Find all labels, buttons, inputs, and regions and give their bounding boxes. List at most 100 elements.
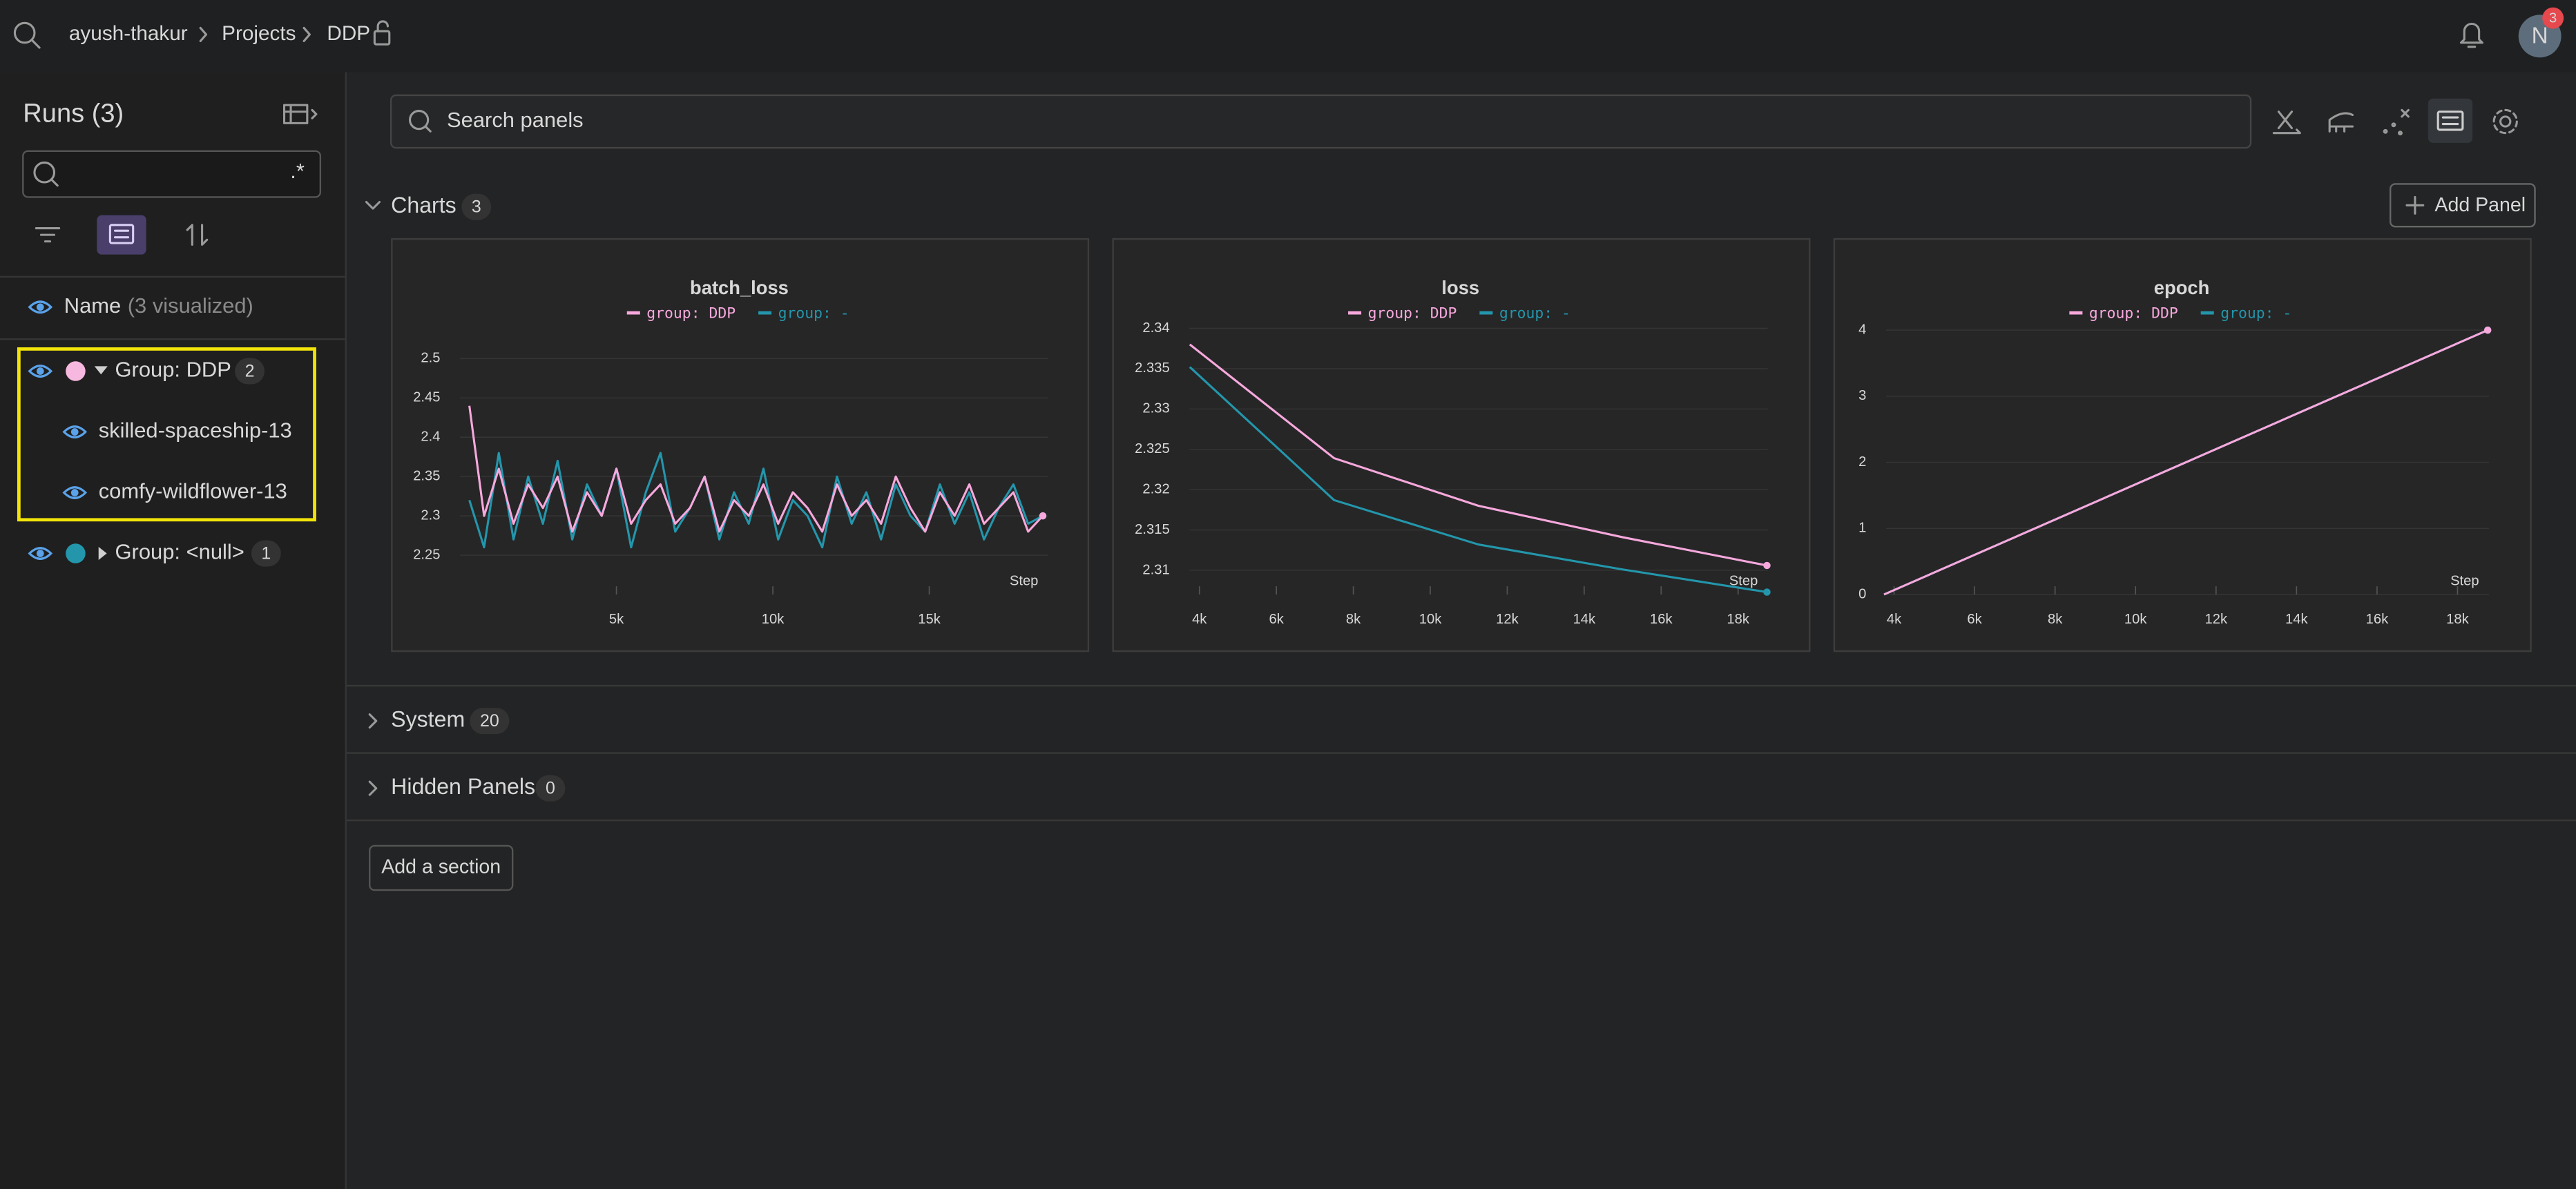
series-line (1189, 343, 1767, 567)
breadcrumb[interactable]: ayush-thakur (69, 22, 188, 45)
group-button[interactable] (97, 215, 146, 255)
section-title[interactable]: Hidden Panels (391, 774, 535, 799)
group-count: 2 (245, 361, 255, 380)
group-color[interactable] (66, 543, 86, 563)
panel (391, 238, 1090, 652)
layout-icon (2436, 110, 2464, 131)
y-tick-label: 2.4 (421, 429, 440, 445)
expand-caret[interactable] (94, 366, 108, 375)
count-badge (461, 193, 492, 220)
table-toggle[interactable] (282, 104, 318, 124)
visualized-count: (3 visualized) (128, 293, 253, 318)
count-badge (535, 775, 566, 802)
section-count: 20 (480, 711, 499, 731)
expand-caret[interactable] (98, 547, 107, 561)
series-line (468, 405, 1044, 533)
section-title[interactable]: System (391, 707, 465, 732)
x-tick-label: 6k (1967, 612, 1982, 627)
x-tick-label: 4k (1887, 612, 1902, 627)
end-point (1763, 561, 1771, 570)
legend-label: group: DDP (1368, 304, 1457, 322)
section-title[interactable]: Charts (391, 193, 456, 218)
chart-title: batch_loss (690, 277, 789, 298)
breadcrumb[interactable]: Projects (222, 22, 296, 45)
y-tick-label: 4 (1858, 322, 1866, 337)
section-chevron[interactable] (368, 780, 378, 796)
x-axis-label: Step (2450, 573, 2479, 588)
add-section-button[interactable] (369, 844, 514, 891)
chart-title: epoch (2154, 277, 2210, 298)
outliers-button[interactable] (2383, 108, 2410, 136)
search-placeholder: Search panels (447, 108, 584, 132)
name-column: Name (3 visualized) (64, 293, 253, 318)
sort-button[interactable] (186, 224, 209, 246)
series-line (1189, 366, 1767, 594)
plus-icon (2405, 195, 2425, 215)
x-tick-label: 18k (2446, 612, 2469, 627)
charts: batch_loss group: DDP group: - 2.25 2.3 2.35 2… (391, 238, 2532, 652)
highlight-box (17, 347, 316, 522)
count-badge (235, 358, 265, 385)
x-tick-label: 15k (918, 612, 941, 627)
group-count: 1 (261, 543, 271, 563)
x-tick-label: 14k (2285, 612, 2308, 627)
filter-button[interactable] (35, 227, 61, 243)
x-tick-label: 6k (1269, 612, 1285, 627)
panel-search-icon (408, 109, 432, 133)
add-panel-button[interactable] (2390, 183, 2536, 228)
name-label: Name (64, 293, 121, 318)
breadcrumb[interactable]: DDP (327, 22, 370, 45)
x-tick-label: 8k (1346, 612, 1361, 627)
x-tick-label: 16k (1650, 612, 1673, 627)
y-tick-label: 2.45 (413, 390, 440, 405)
legend-label: group: DDP (646, 304, 736, 322)
count-badge (251, 540, 281, 567)
section-count: 0 (546, 778, 555, 798)
group-color[interactable] (66, 361, 86, 381)
run-search-icon (33, 161, 59, 187)
y-tick-label: 0 (1858, 586, 1866, 601)
x-tick-label: 5k (609, 612, 624, 627)
layout-button[interactable] (2428, 98, 2473, 143)
y-tick-label: 2.3 (421, 508, 440, 523)
x-tick-label: 4k (1192, 612, 1207, 627)
avatar-initial: N (2532, 23, 2548, 48)
panel-search[interactable] (390, 94, 2252, 149)
x-tick-label: 12k (1496, 612, 1519, 627)
run-search[interactable] (22, 150, 322, 198)
end-point (2483, 326, 2492, 334)
section-chevron[interactable] (365, 201, 381, 210)
x-axis-button[interactable] (2272, 110, 2301, 135)
y-tick-label: 2.335 (1135, 360, 1170, 376)
y-tick-label: 2.34 (1142, 320, 1169, 336)
y-tick-label: 2.325 (1135, 441, 1170, 456)
group-label[interactable]: Group: <null> (115, 540, 244, 564)
y-tick-label: 2.31 (1142, 562, 1169, 577)
breadcrumb-sep (302, 26, 311, 43)
bell-icon[interactable] (2459, 23, 2483, 48)
end-point (1039, 512, 1047, 520)
y-tick-label: 1 (1858, 521, 1866, 536)
x-tick-label: 10k (762, 612, 785, 627)
run-name[interactable]: skilled-spaceship-13 (99, 418, 292, 443)
settings-button[interactable] (2492, 108, 2518, 135)
x-tick-label: 16k (2366, 612, 2389, 627)
y-tick-label: 2.32 (1142, 481, 1169, 496)
section-chevron[interactable] (368, 713, 378, 729)
group-label[interactable]: Group: DDP (115, 358, 231, 382)
top-bar (0, 0, 2576, 72)
y-tick-label: 2.5 (421, 351, 440, 366)
smoothing-button[interactable] (2328, 112, 2354, 133)
search-icon[interactable] (13, 21, 41, 49)
run-name[interactable]: comfy-wildflower-13 (99, 479, 287, 503)
y-tick-label: 2 (1858, 454, 1866, 470)
y-tick-label: 3 (1858, 388, 1866, 403)
regex-toggle[interactable]: .* (290, 159, 305, 183)
runs-title: Runs (3) (23, 99, 124, 128)
notification-badge (2542, 7, 2564, 29)
lock-icon[interactable] (373, 20, 391, 46)
add-panel-label: Add Panel (2434, 194, 2526, 216)
y-tick-label: 2.33 (1142, 401, 1169, 416)
y-tick-label: 2.25 (413, 547, 440, 562)
